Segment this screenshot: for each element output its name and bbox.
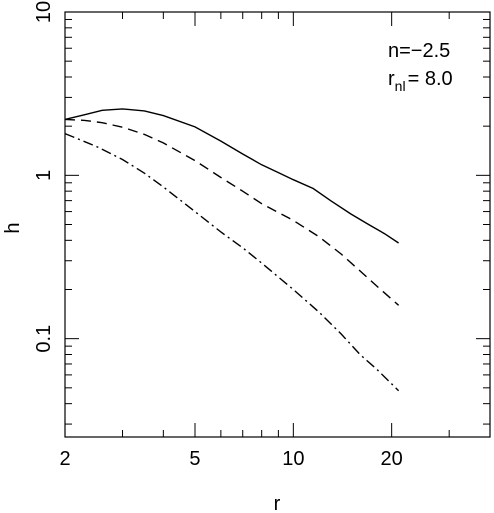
x-tick-label: 20 (381, 448, 403, 470)
tick-labels: 2 5 10 20 0.1 1 10 (33, 1, 403, 470)
x-axis-label: r (274, 493, 281, 513)
annotation-rnl-sub: nl (395, 78, 406, 94)
x-tick-label: 2 (59, 448, 70, 470)
x-tick-label: 10 (282, 448, 304, 470)
series-line-solid (64, 108, 399, 244)
y-tick-label: 1 (33, 170, 55, 181)
annotation-rnl-value: = 8.0 (408, 68, 453, 90)
y-tick-label: 0.1 (33, 325, 55, 353)
y-tick-label: 10 (33, 1, 55, 23)
annotation-rnl: rnl = 8.0 (388, 68, 453, 94)
data-series (64, 108, 400, 392)
axis-ticks (64, 11, 491, 437)
annotation-n: n=−2.5 (388, 40, 450, 62)
y-axis-label: h (2, 222, 24, 233)
x-tick-label: 5 (189, 448, 200, 470)
series-line-dashdot (64, 132, 400, 392)
series-line-dashed (64, 118, 400, 306)
annotation-rnl-base: r (388, 68, 395, 90)
